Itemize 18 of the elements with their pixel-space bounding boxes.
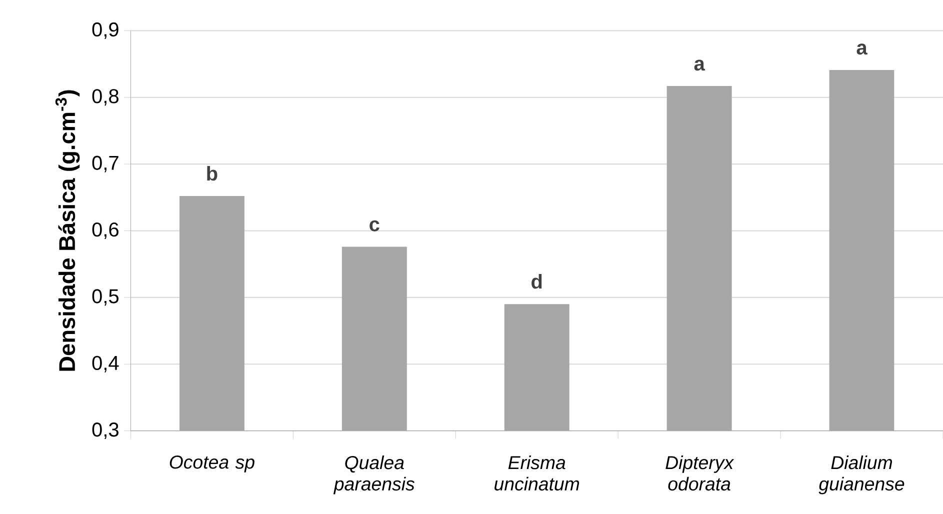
annotation: c xyxy=(370,220,380,232)
y-tick-label: 0,6 xyxy=(92,222,118,240)
annotation: b xyxy=(207,166,218,181)
y-tick-label: 0,7 xyxy=(92,156,118,173)
y-tick-label: 0,4 xyxy=(92,356,119,373)
y-tick-label: 0,3 xyxy=(92,422,118,440)
annotation: a xyxy=(856,44,868,55)
x-tick-label: Ocotea sp xyxy=(170,456,254,473)
annotation: d xyxy=(532,274,542,289)
y-axis-title: Densidade Básica (g.cm$^{-3}$) xyxy=(55,90,80,372)
y-tick-label: 0,5 xyxy=(92,289,119,306)
annotation: a xyxy=(694,60,705,71)
x-tick-label: Dialium guianense xyxy=(818,456,904,495)
x-tick-label: Dipteryx odorata xyxy=(666,456,734,491)
y-tick-label: 0,8 xyxy=(92,89,118,106)
x-tick-label: Erisma uncinatum xyxy=(494,456,580,491)
y-tick-label: 0,9 xyxy=(92,22,118,40)
x-tick-label: Qualea paraensis xyxy=(333,456,414,495)
